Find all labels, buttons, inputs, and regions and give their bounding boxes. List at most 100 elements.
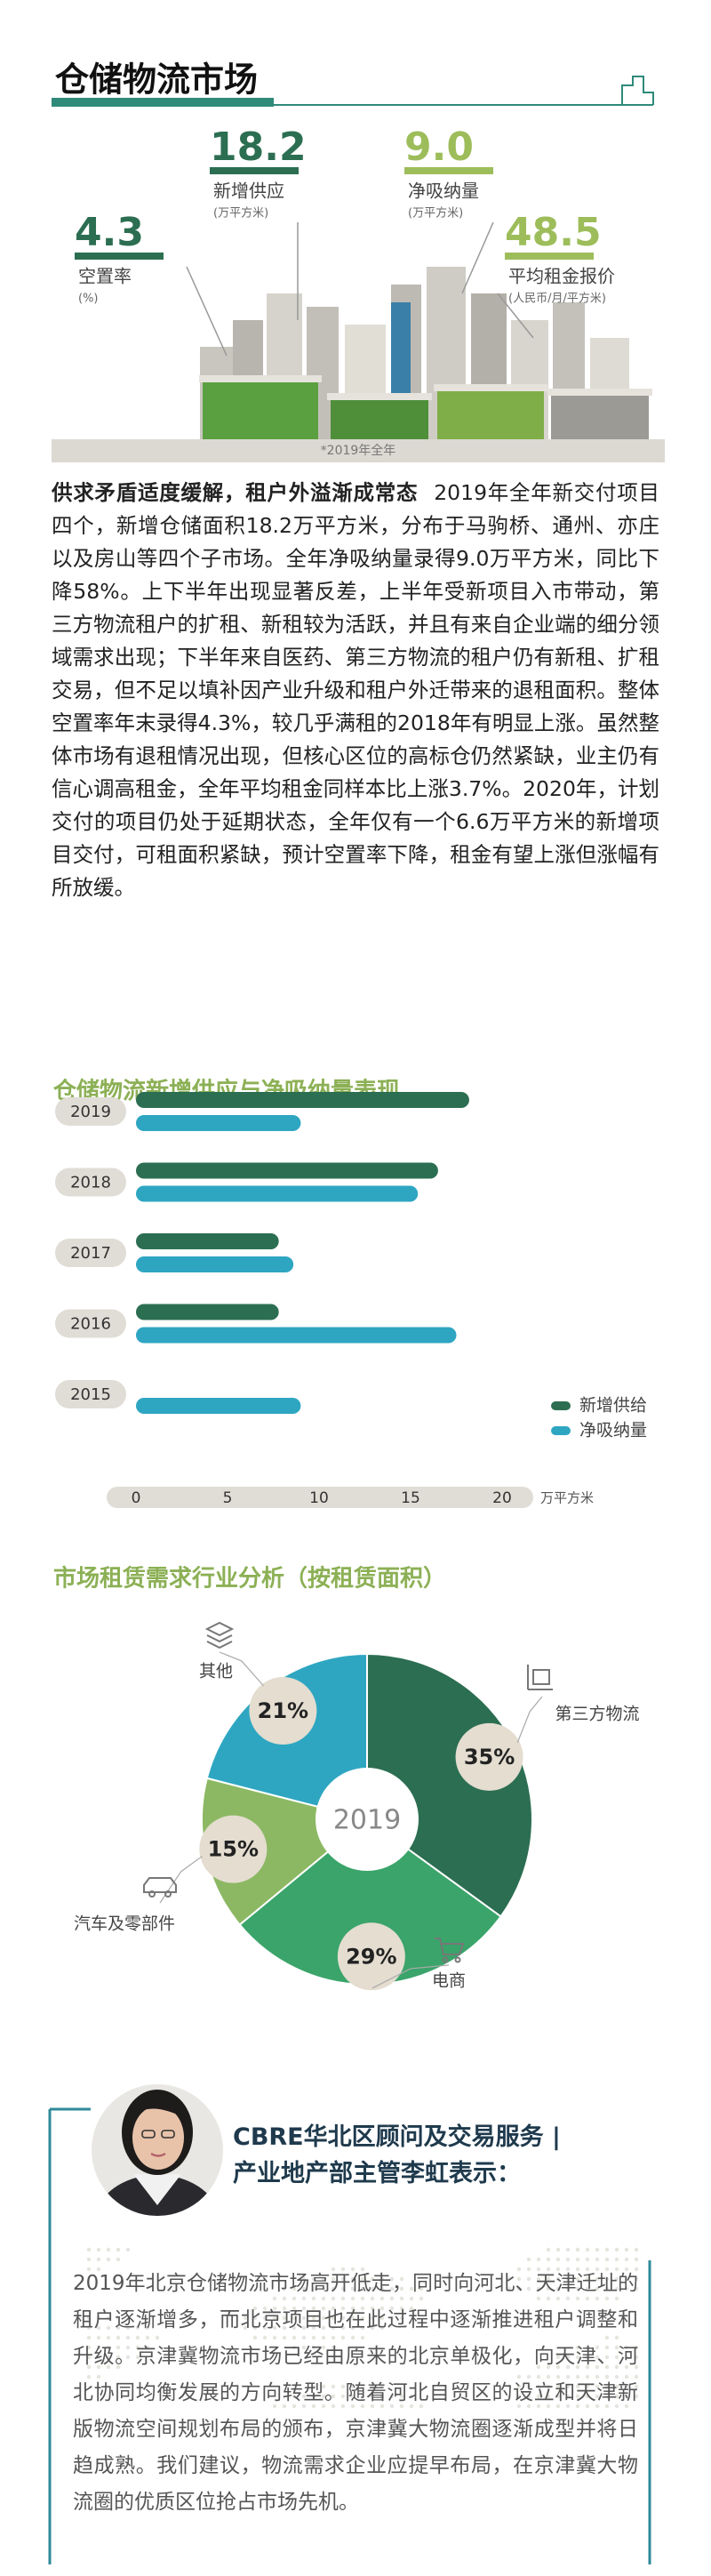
map-dot <box>409 2306 414 2311</box>
map-dot <box>604 2364 610 2370</box>
map-dot <box>399 2315 404 2321</box>
map-dot <box>252 2325 258 2331</box>
map-dot <box>331 2276 336 2282</box>
map-dot <box>604 2286 610 2291</box>
map-dot <box>301 2276 307 2282</box>
map-dot <box>595 2345 600 2350</box>
map-dot <box>379 2276 385 2282</box>
map-dot <box>585 2247 590 2252</box>
map-dot <box>243 2325 248 2331</box>
portrait <box>92 2084 223 2216</box>
map-dot <box>536 2296 541 2301</box>
map-dot <box>565 2403 571 2409</box>
map-dot <box>604 2267 610 2272</box>
pie-chart: 市场租赁需求行业分析（按租赁面积） 2019 35% 第三方物流 29% 电商 15% 汽车… <box>53 1565 640 1991</box>
category-pill <box>55 1380 126 1408</box>
map-dot <box>321 2296 326 2301</box>
bar <box>136 1327 457 1344</box>
map-dot <box>516 2384 522 2389</box>
map-dot <box>546 2403 551 2409</box>
map-dot <box>536 2403 541 2409</box>
title-underline <box>52 98 274 107</box>
map-dot <box>595 2276 600 2282</box>
map-dot <box>252 2306 258 2311</box>
map-dot <box>106 2364 111 2370</box>
warehouse-roof <box>434 384 547 391</box>
x-tick-label: 5 <box>223 1489 233 1507</box>
map-dot <box>389 2286 395 2291</box>
map-dot <box>419 2296 424 2301</box>
intro-lead: 供求矛盾适度缓解，租户外溢渐成常态 <box>52 480 419 505</box>
map-dot <box>106 2247 111 2252</box>
map-dot <box>272 2325 277 2331</box>
map-dot <box>311 2296 316 2301</box>
map-dot <box>370 2276 375 2282</box>
footnote: *2019年全年 <box>321 443 396 458</box>
map-dot <box>604 2276 610 2282</box>
warehouse-roof <box>327 393 432 400</box>
map-dot <box>614 2247 619 2252</box>
map-dot <box>272 2403 277 2409</box>
map-dot <box>389 2276 395 2282</box>
map-dot <box>634 2247 639 2252</box>
y-tick-label: 2017 <box>70 1244 111 1263</box>
map-dot <box>516 2394 522 2399</box>
category-icon <box>435 1938 465 1963</box>
map-dot <box>409 2403 414 2409</box>
map-dot <box>301 2296 307 2301</box>
map-dot <box>292 2345 297 2350</box>
map-dot <box>96 2325 101 2331</box>
map-dot <box>360 2315 365 2321</box>
map-dot <box>86 2257 92 2262</box>
map-dot <box>370 2296 375 2301</box>
map-dot <box>301 2306 307 2311</box>
map-dot <box>595 2403 600 2409</box>
stat-label: 平均租金报价 <box>508 266 615 287</box>
map-dot <box>135 2345 140 2350</box>
map-dot <box>321 2384 326 2389</box>
map-dot <box>409 2296 414 2301</box>
map-dot <box>321 2286 326 2291</box>
intro-body: 2019年全年新交付项目四个，新增仓储面积18.2万平方米，分布于马驹桥、通州、… <box>52 480 660 900</box>
map-dot <box>331 2315 336 2321</box>
map-dot <box>604 2257 610 2262</box>
map-dot <box>311 2276 316 2282</box>
map-dot <box>526 2286 531 2291</box>
map-dot <box>575 2257 580 2262</box>
map-dot <box>106 2257 111 2262</box>
map-dot <box>546 2394 551 2399</box>
map-dot <box>135 2325 140 2331</box>
stat-underline <box>404 167 493 174</box>
map-dot <box>96 2247 101 2252</box>
map-dot <box>604 2355 610 2360</box>
map-dot <box>595 2247 600 2252</box>
map-dot <box>585 2345 590 2350</box>
map-dot <box>340 2335 346 2340</box>
map-dot <box>595 2384 600 2389</box>
map-dot <box>634 2355 639 2360</box>
map-dot <box>585 2384 590 2389</box>
map-dot <box>585 2296 590 2301</box>
x-tick-label: 15 <box>401 1489 420 1507</box>
map-dot <box>311 2335 316 2340</box>
map-dot <box>379 2315 385 2321</box>
map-dot <box>409 2286 414 2291</box>
map-dot <box>292 2306 297 2311</box>
map-dot <box>301 2325 307 2331</box>
map-dot <box>350 2276 356 2282</box>
map-dot <box>389 2394 395 2399</box>
connector <box>497 293 534 339</box>
map-dot <box>634 2345 639 2350</box>
stat-label: 新增供应 <box>213 181 284 202</box>
ground <box>52 439 665 462</box>
map-dot <box>624 2384 629 2389</box>
legend-swatch <box>551 1426 571 1435</box>
map-dot <box>272 2315 277 2321</box>
map-dot <box>634 2384 639 2389</box>
bar <box>136 1162 438 1179</box>
map-dot <box>546 2286 551 2291</box>
category-pill <box>55 1168 126 1197</box>
map-dot <box>321 2306 326 2311</box>
map-dot <box>526 2384 531 2389</box>
